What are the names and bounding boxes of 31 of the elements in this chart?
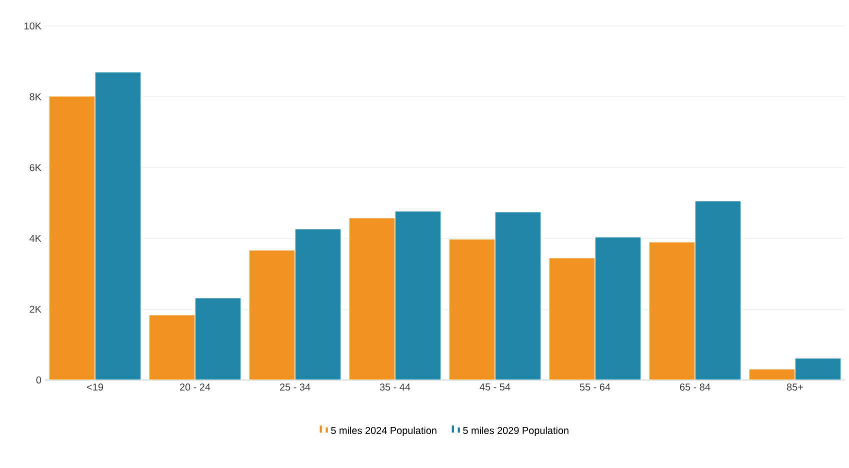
bar bbox=[494, 211, 542, 380]
bar bbox=[594, 236, 642, 380]
y-tick-label: 0 bbox=[36, 376, 42, 384]
x-tick-label: 45 - 54 bbox=[480, 384, 510, 390]
bar bbox=[248, 250, 296, 380]
legend-label: 5 miles 2024 Population bbox=[331, 426, 436, 436]
legend-label: 5 miles 2029 Population bbox=[463, 426, 568, 436]
bar bbox=[348, 217, 396, 380]
x-tick-label: 85+ bbox=[786, 384, 803, 391]
x-tick-label: 25 - 34 bbox=[280, 384, 310, 391]
x-tick-label: <19 bbox=[87, 384, 103, 391]
y-tick-label: 8K bbox=[30, 93, 42, 100]
y-tick-label: 10K bbox=[24, 22, 42, 30]
x-tick-label: 65 - 84 bbox=[680, 384, 710, 391]
bar bbox=[394, 210, 442, 380]
bar bbox=[148, 314, 196, 380]
bar bbox=[548, 257, 596, 380]
bar bbox=[94, 72, 142, 380]
x-tick-label: 20 - 24 bbox=[180, 384, 210, 391]
bar bbox=[294, 228, 342, 380]
y-tick-label: 6K bbox=[30, 164, 42, 172]
x-tick-label: 35 - 44 bbox=[380, 384, 410, 391]
bar bbox=[448, 238, 496, 380]
y-tick-label: 2K bbox=[30, 306, 42, 313]
y-tick-label: 4K bbox=[30, 234, 42, 242]
bar bbox=[794, 358, 842, 380]
bar bbox=[648, 242, 696, 380]
bar bbox=[48, 96, 96, 380]
bar bbox=[694, 200, 742, 380]
bar bbox=[194, 297, 242, 380]
x-tick-label: 55 - 64 bbox=[580, 384, 610, 391]
